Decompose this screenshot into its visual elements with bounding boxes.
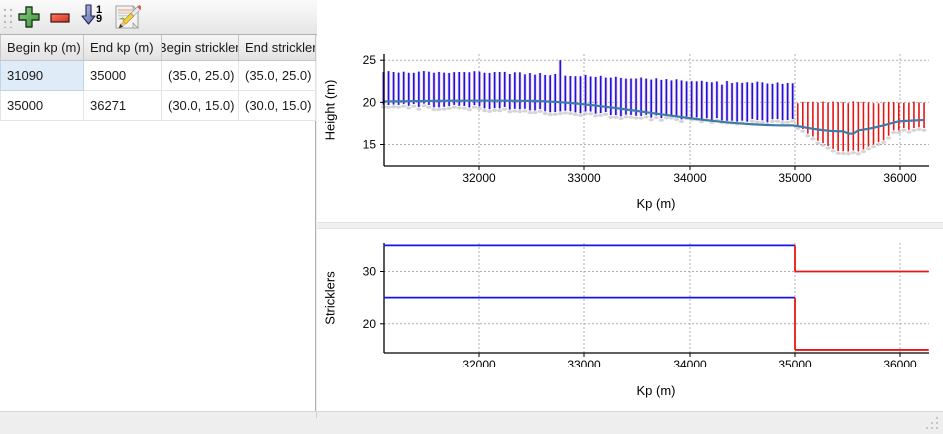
- svg-text:36000: 36000: [883, 358, 917, 367]
- svg-text:33000: 33000: [567, 358, 601, 367]
- svg-text:34000: 34000: [673, 171, 707, 185]
- svg-text:32000: 32000: [462, 171, 496, 185]
- svg-text:35000: 35000: [778, 171, 812, 185]
- svg-text:34000: 34000: [673, 358, 707, 367]
- svg-text:25: 25: [363, 53, 377, 67]
- svg-text:30: 30: [363, 265, 377, 279]
- svg-text:35000: 35000: [778, 358, 812, 367]
- svg-text:36000: 36000: [883, 171, 917, 185]
- svg-text:20: 20: [363, 95, 377, 109]
- svg-text:32000: 32000: [462, 358, 496, 367]
- svg-text:33000: 33000: [567, 171, 601, 185]
- svg-text:20: 20: [363, 317, 377, 331]
- svg-text:15: 15: [363, 138, 377, 152]
